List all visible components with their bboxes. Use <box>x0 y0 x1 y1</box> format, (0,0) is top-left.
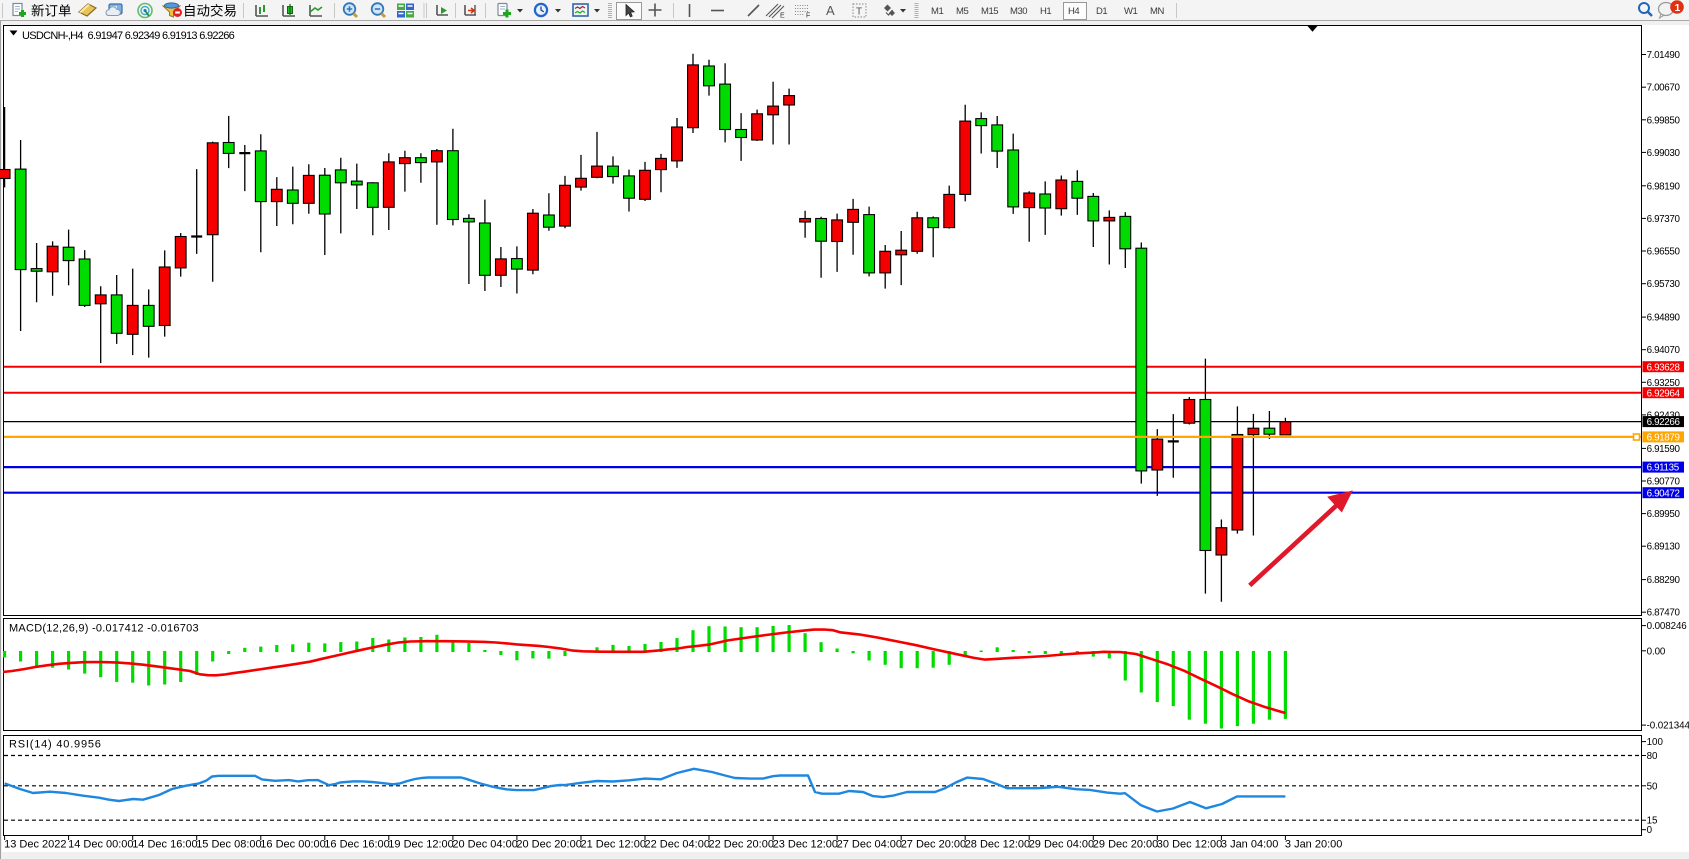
svg-text:100: 100 <box>1647 737 1664 748</box>
svg-text:20 Dec 04:00: 20 Dec 04:00 <box>452 839 517 851</box>
svg-text:USDCNH-,H4 6.91947 6.92349 6.: USDCNH-,H4 6.91947 6.92349 6.91913 6.922… <box>22 30 235 42</box>
svg-text:6.92266: 6.92266 <box>1647 417 1681 428</box>
svg-text:6.99030: 6.99030 <box>1647 148 1681 159</box>
svg-text:28 Dec 12:00: 28 Dec 12:00 <box>965 839 1030 851</box>
svg-text:A: A <box>826 3 835 18</box>
svg-text:6.96550: 6.96550 <box>1647 247 1681 258</box>
svg-text:27 Dec 20:00: 27 Dec 20:00 <box>901 839 966 851</box>
svg-text:6.91879: 6.91879 <box>1647 433 1680 444</box>
svg-text:6.93250: 6.93250 <box>1647 378 1681 389</box>
svg-text:RSI(14) 40.9956: RSI(14) 40.9956 <box>9 739 102 751</box>
svg-text:15: 15 <box>1647 816 1658 827</box>
svg-text:M15: M15 <box>981 6 998 17</box>
svg-text:E: E <box>780 13 785 20</box>
svg-text:30 Dec 12:00: 30 Dec 12:00 <box>1157 839 1222 851</box>
svg-text:T: T <box>856 7 862 18</box>
svg-text:23 Dec 12:00: 23 Dec 12:00 <box>773 839 838 851</box>
svg-text:0: 0 <box>1647 825 1653 836</box>
svg-text:14 Dec 00:00: 14 Dec 00:00 <box>68 839 133 851</box>
svg-text:6.99850: 6.99850 <box>1647 115 1681 126</box>
svg-text:19 Dec 12:00: 19 Dec 12:00 <box>388 839 453 851</box>
svg-text:6.92964: 6.92964 <box>1647 388 1681 399</box>
svg-text:50: 50 <box>1647 781 1658 792</box>
svg-text:27 Dec 04:00: 27 Dec 04:00 <box>837 839 902 851</box>
svg-text:7.00670: 7.00670 <box>1647 83 1681 94</box>
svg-text:29 Dec 04:00: 29 Dec 04:00 <box>1029 839 1094 851</box>
svg-text:22 Dec 20:00: 22 Dec 20:00 <box>709 839 774 851</box>
svg-text:6.91590: 6.91590 <box>1647 444 1681 455</box>
svg-text:H1: H1 <box>1040 6 1051 17</box>
svg-text:21 Dec 12:00: 21 Dec 12:00 <box>581 839 646 851</box>
svg-text:6.94070: 6.94070 <box>1647 345 1681 356</box>
svg-text:3 Jan 04:00: 3 Jan 04:00 <box>1221 839 1279 851</box>
svg-text:M30: M30 <box>1010 6 1027 17</box>
svg-text:6.89130: 6.89130 <box>1647 542 1681 553</box>
svg-text:D1: D1 <box>1096 6 1107 17</box>
svg-text:1: 1 <box>1675 2 1681 14</box>
svg-text:6.89950: 6.89950 <box>1647 509 1681 520</box>
svg-text:W1: W1 <box>1124 6 1138 17</box>
svg-text:29 Dec 20:00: 29 Dec 20:00 <box>1093 839 1158 851</box>
svg-text:14 Dec 16:00: 14 Dec 16:00 <box>132 839 197 851</box>
svg-text:6.92430: 6.92430 <box>1647 410 1681 421</box>
svg-text:0.008246: 0.008246 <box>1647 621 1688 632</box>
svg-text:6.87470: 6.87470 <box>1647 608 1681 619</box>
svg-text:6.95730: 6.95730 <box>1647 279 1681 290</box>
svg-text:6.90770: 6.90770 <box>1647 477 1681 488</box>
svg-text:MACD(12,26,9) -0.017412 -0.016: MACD(12,26,9) -0.017412 -0.016703 <box>9 623 199 635</box>
svg-text:16 Dec 16:00: 16 Dec 16:00 <box>324 839 389 851</box>
svg-text:6.88290: 6.88290 <box>1647 575 1681 586</box>
svg-text:6.98190: 6.98190 <box>1647 181 1681 192</box>
svg-text:6.93628: 6.93628 <box>1647 362 1681 373</box>
svg-text:7.01490: 7.01490 <box>1647 50 1681 61</box>
svg-text:80: 80 <box>1647 751 1658 762</box>
svg-text:0.00: 0.00 <box>1647 646 1666 657</box>
svg-text:22 Dec 04:00: 22 Dec 04:00 <box>645 839 710 851</box>
svg-text:15 Dec 08:00: 15 Dec 08:00 <box>196 839 261 851</box>
svg-text:M5: M5 <box>956 6 968 17</box>
svg-text:6.94890: 6.94890 <box>1647 313 1681 324</box>
svg-text:F: F <box>806 13 810 20</box>
svg-text:13 Dec 2022: 13 Dec 2022 <box>4 839 66 851</box>
svg-text:H4: H4 <box>1068 6 1079 17</box>
svg-text:6.91135: 6.91135 <box>1647 463 1680 474</box>
svg-text:6.97370: 6.97370 <box>1647 214 1681 225</box>
svg-text:3 Jan 20:00: 3 Jan 20:00 <box>1285 839 1343 851</box>
svg-text:20 Dec 20:00: 20 Dec 20:00 <box>516 839 581 851</box>
svg-text:16 Dec 00:00: 16 Dec 00:00 <box>260 839 325 851</box>
svg-text:-0.021344: -0.021344 <box>1647 721 1689 732</box>
svg-text:MN: MN <box>1150 6 1164 17</box>
svg-text:M1: M1 <box>931 6 943 17</box>
svg-text:6.90472: 6.90472 <box>1647 488 1680 499</box>
